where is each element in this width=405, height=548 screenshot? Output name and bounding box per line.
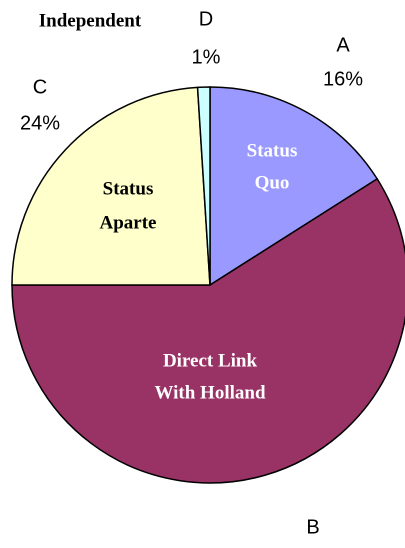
slice-name: A (336, 34, 350, 56)
slice-name: C (33, 76, 47, 98)
slice-label: Status (103, 178, 154, 199)
slice-label: Quo (255, 172, 290, 193)
slice-percent: 1% (192, 46, 221, 68)
pie-slice (11, 86, 211, 286)
slice-percent: 24% (20, 112, 60, 134)
slice-percent: 16% (323, 68, 363, 90)
slice-label: Direct Link (163, 350, 258, 371)
pie-slice (11, 177, 405, 484)
slice-name: D (199, 8, 213, 30)
slice-name: B (306, 516, 319, 538)
slice-label: Status (247, 140, 298, 161)
pie-slice (196, 86, 211, 286)
slice-label: Independent (39, 10, 142, 31)
slice-label: With Holland (154, 382, 265, 403)
pie-slice (209, 86, 379, 287)
slice-label: Aparte (100, 212, 157, 233)
